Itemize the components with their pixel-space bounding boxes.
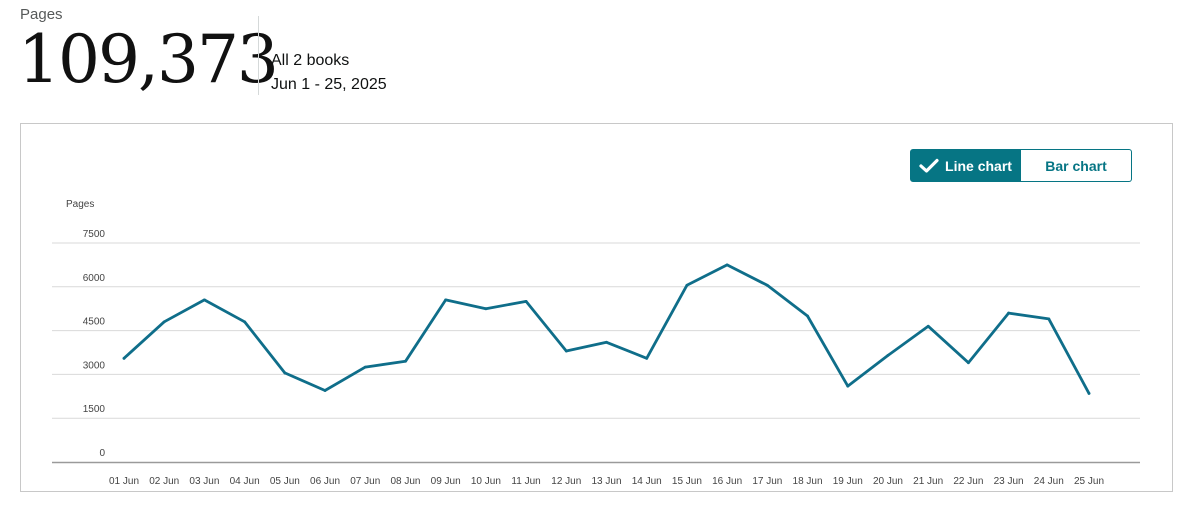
x-tick-label: 15 Jun	[672, 476, 702, 487]
metric-label: Pages	[20, 6, 63, 23]
x-tick-label: 16 Jun	[712, 476, 742, 487]
x-tick-label: 01 Jun	[109, 476, 139, 487]
data-point	[725, 263, 729, 267]
y-tick-label: 7500	[83, 229, 106, 240]
x-tick-label: 19 Jun	[833, 476, 863, 487]
y-tick-label: 4500	[83, 317, 106, 328]
x-tick-label: 20 Jun	[873, 476, 903, 487]
y-axis-title: Pages	[66, 199, 94, 210]
data-point	[484, 307, 488, 311]
x-tick-label: 12 Jun	[551, 476, 581, 487]
x-tick-label: 05 Jun	[270, 476, 300, 487]
bar-chart-label: Bar chart	[1045, 157, 1107, 174]
checkmark-icon	[919, 158, 939, 173]
data-point	[685, 283, 689, 287]
data-point	[243, 320, 247, 324]
x-tick-label: 11 Jun	[511, 476, 540, 487]
y-tick-label: 3000	[83, 360, 106, 371]
data-point	[203, 298, 206, 302]
data-point	[1047, 317, 1051, 321]
x-tick-label: 25 Jun	[1074, 476, 1104, 487]
data-point	[323, 389, 327, 392]
x-tick-label: 09 Jun	[431, 476, 461, 487]
x-tick-label: 18 Jun	[793, 476, 823, 487]
data-point	[283, 371, 287, 375]
date-range: Jun 1 - 25, 2025	[271, 76, 387, 93]
y-tick-label: 6000	[83, 273, 106, 284]
x-tick-label: 02 Jun	[149, 476, 179, 487]
data-point	[806, 314, 809, 318]
data-point	[765, 283, 769, 287]
x-tick-label: 13 Jun	[591, 476, 621, 487]
x-tick-label: 14 Jun	[632, 476, 662, 487]
x-tick-label: 08 Jun	[390, 476, 420, 487]
y-tick-label: 1500	[83, 404, 106, 415]
data-point	[404, 359, 407, 363]
data-point	[363, 365, 367, 369]
data-point	[846, 384, 850, 388]
chart-panel	[20, 123, 1173, 492]
book-scope: All 2 books	[271, 52, 350, 69]
data-point	[122, 356, 126, 360]
y-tick-label: 0	[99, 448, 105, 459]
x-tick-label: 23 Jun	[994, 476, 1024, 487]
line-chart-button[interactable]: Line chart	[910, 149, 1021, 182]
data-point	[926, 324, 930, 328]
x-tick-label: 04 Jun	[230, 476, 260, 487]
x-tick-label: 24 Jun	[1034, 476, 1064, 487]
x-tick-label: 21 Jun	[913, 476, 943, 487]
x-tick-label: 06 Jun	[310, 476, 340, 487]
data-point	[886, 354, 890, 357]
data-point	[564, 349, 568, 353]
x-tick-label: 22 Jun	[953, 476, 983, 487]
total-pages-value: 109,373	[18, 21, 279, 98]
x-tick-label: 07 Jun	[350, 476, 380, 487]
x-tick-label: 10 Jun	[471, 476, 501, 487]
data-point	[444, 298, 448, 302]
data-point	[645, 356, 649, 360]
data-point	[1007, 311, 1010, 315]
data-point	[1087, 391, 1091, 395]
bar-chart-button[interactable]: Bar chart	[1021, 149, 1132, 182]
data-point	[162, 320, 166, 324]
x-tick-label: 03 Jun	[189, 476, 219, 487]
header-divider	[258, 16, 259, 95]
x-tick-label: 17 Jun	[752, 476, 782, 487]
data-point	[524, 300, 528, 303]
chart-type-toggle: Line chart Bar chart	[910, 149, 1132, 182]
data-point	[966, 361, 970, 365]
line-chart-label: Line chart	[945, 157, 1012, 174]
data-point	[605, 340, 608, 344]
